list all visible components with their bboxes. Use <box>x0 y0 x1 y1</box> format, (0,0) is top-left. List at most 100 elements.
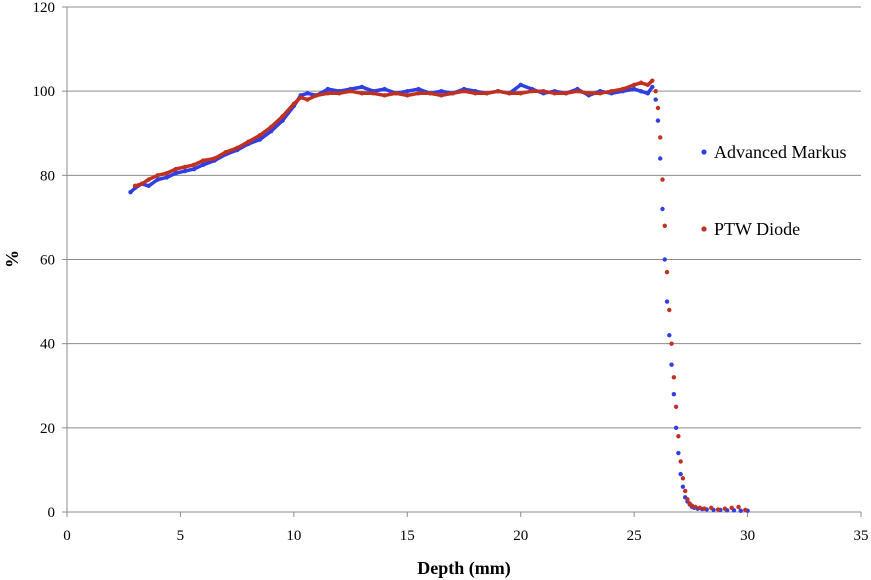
data-point <box>660 206 665 212</box>
y-tick-label: 0 <box>48 505 56 521</box>
data-point <box>631 82 637 88</box>
legend: Advanced Markus PTW Diode <box>701 142 846 239</box>
data-point <box>234 145 240 151</box>
data-point <box>427 91 433 96</box>
data-point <box>638 88 644 94</box>
data-point <box>268 128 274 134</box>
data-point <box>359 91 365 96</box>
legend-item: Advanced Markus <box>701 142 846 162</box>
data-point <box>671 375 677 380</box>
y-tick-label: 20 <box>40 421 55 437</box>
data-point <box>658 135 663 140</box>
data-point <box>405 93 410 98</box>
data-point <box>529 88 535 94</box>
series-trace <box>133 78 655 188</box>
data-point <box>405 88 410 94</box>
data-point <box>439 88 444 94</box>
data-point <box>653 97 658 102</box>
data-point <box>743 507 748 513</box>
data-point <box>676 450 681 456</box>
data-point <box>359 84 365 90</box>
data-point <box>678 471 683 477</box>
data-point <box>664 299 670 304</box>
data-point <box>173 171 179 176</box>
data-point <box>416 86 421 92</box>
data-point <box>669 362 674 367</box>
data-point <box>305 97 310 102</box>
data-point <box>655 105 661 111</box>
tick-labels: 0 20 40 60 80 100 120 0 5 10 15 20 25 30 35 <box>33 0 869 544</box>
data-series <box>128 78 750 513</box>
x-tick-label: 20 <box>513 528 528 544</box>
data-point <box>662 257 667 262</box>
data-point <box>662 223 667 229</box>
data-point <box>200 162 206 168</box>
data-point <box>191 166 197 172</box>
data-point <box>164 175 170 180</box>
data-point <box>697 505 703 510</box>
data-point <box>291 101 297 106</box>
data-point <box>631 86 637 92</box>
data-point <box>650 84 655 90</box>
data-point <box>702 506 707 511</box>
x-tick-label: 30 <box>740 528 755 544</box>
y-tick-label: 100 <box>33 84 56 100</box>
data-point <box>658 156 663 161</box>
data-point <box>128 189 133 195</box>
grid-lines <box>67 6 861 429</box>
data-point <box>673 404 679 409</box>
data-point <box>212 156 217 161</box>
data-point <box>473 91 478 96</box>
data-point <box>645 91 650 96</box>
data-point <box>676 434 681 439</box>
data-point <box>664 269 670 275</box>
y-tick-label: 120 <box>33 0 56 16</box>
data-point <box>671 391 677 397</box>
data-point <box>280 114 285 119</box>
y-tick-label: 60 <box>40 253 55 269</box>
x-axis-title: Depth (mm) <box>417 558 510 579</box>
data-point <box>246 139 251 144</box>
x-tick-label: 15 <box>400 528 415 544</box>
data-point <box>693 504 698 510</box>
data-point <box>298 95 303 100</box>
data-point <box>673 425 679 431</box>
data-point <box>257 137 263 142</box>
data-point <box>638 80 644 85</box>
data-point <box>495 88 501 94</box>
x-tick-label: 5 <box>177 528 185 544</box>
data-point <box>257 133 263 138</box>
data-point <box>667 333 672 338</box>
data-point <box>325 91 331 96</box>
data-point <box>682 488 688 494</box>
data-point <box>191 162 197 168</box>
data-point <box>563 91 569 96</box>
data-point <box>268 124 274 130</box>
data-point <box>139 181 145 186</box>
data-point <box>450 91 455 96</box>
data-point <box>722 506 728 511</box>
data-point <box>667 307 672 313</box>
data-point <box>223 149 228 155</box>
legend-label: Advanced Markus <box>714 142 846 162</box>
series-advanced-markus <box>128 82 750 513</box>
data-point <box>382 86 387 92</box>
data-point <box>182 168 188 174</box>
data-point <box>416 91 421 96</box>
data-point <box>736 504 741 510</box>
data-point <box>680 476 686 481</box>
y-axis-title: % <box>2 250 22 268</box>
data-point <box>518 82 523 88</box>
data-point <box>685 497 690 502</box>
data-point <box>337 91 342 96</box>
axes <box>62 6 862 517</box>
data-point <box>507 91 512 96</box>
y-tick-label: 80 <box>40 168 55 184</box>
data-point <box>393 91 399 96</box>
data-point <box>645 82 650 88</box>
data-point <box>484 91 489 96</box>
y-tick-label: 40 <box>40 337 55 353</box>
data-point <box>132 183 138 189</box>
data-point <box>552 91 557 96</box>
